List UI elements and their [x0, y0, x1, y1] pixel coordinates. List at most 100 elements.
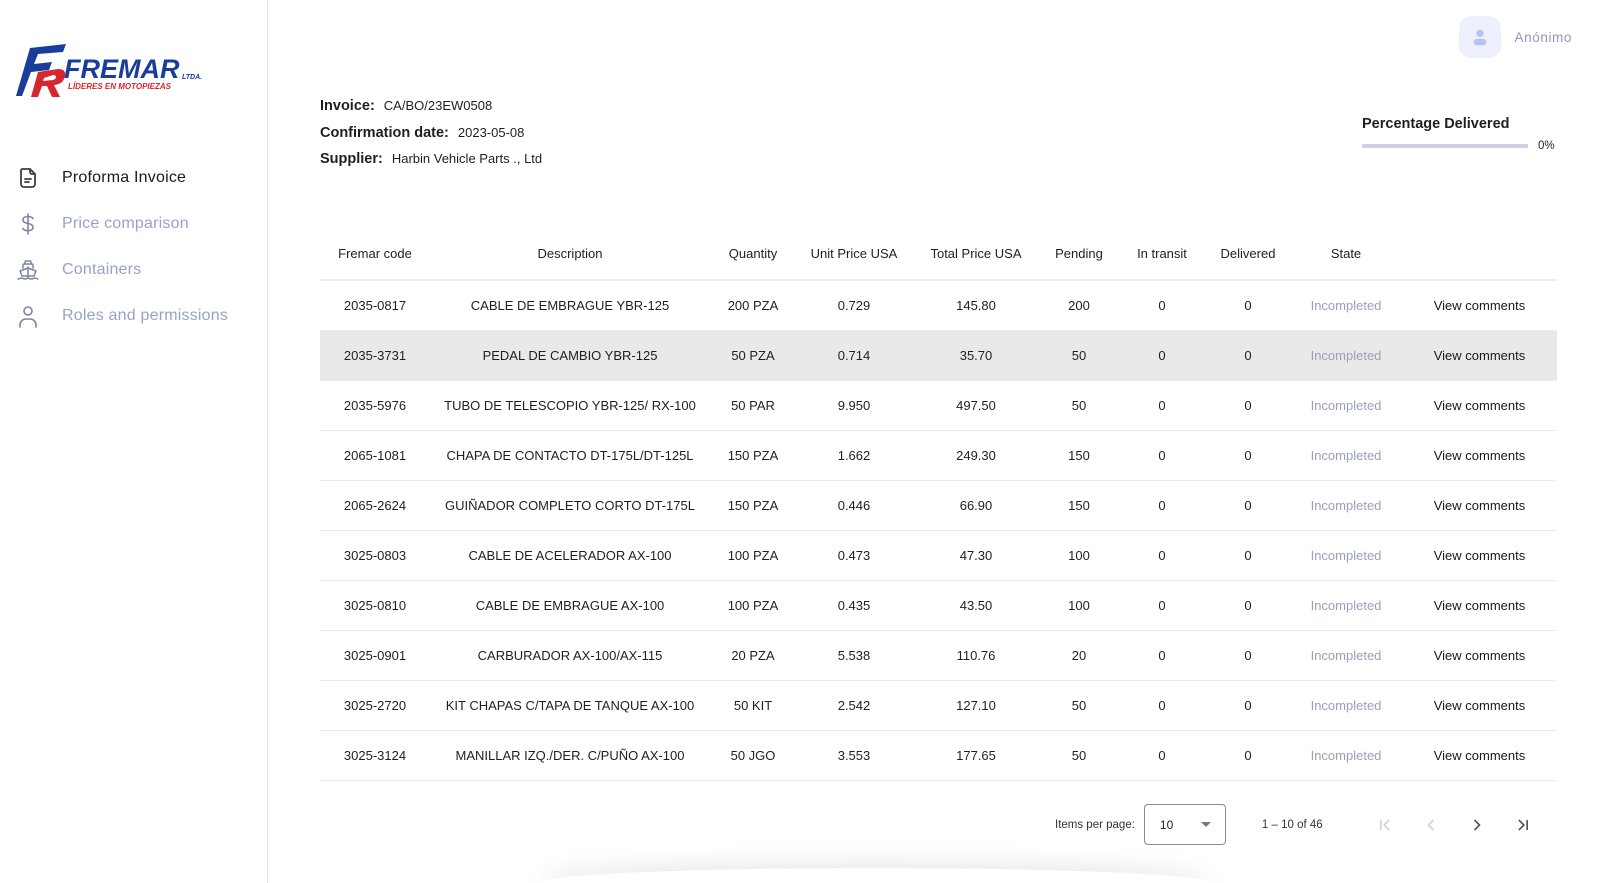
items-per-page-select[interactable]: 10: [1143, 804, 1226, 845]
cell-state: Incompleted: [1290, 630, 1402, 681]
sidebar-item-label: Roles and permissions: [62, 307, 229, 324]
table-row[interactable]: 3025-0803 CABLE DE ACELERADOR AX-100 100…: [320, 530, 1557, 581]
cell-state: Incompleted: [1290, 280, 1402, 331]
column-header-unit-price[interactable]: Unit Price USA: [796, 228, 912, 281]
cell-in-transit: 0: [1118, 580, 1206, 631]
sidebar-item-roles-and-permissions[interactable]: Roles and permissions: [0, 293, 268, 339]
cell-delivered: 0: [1206, 480, 1290, 531]
user-icon: [16, 304, 40, 328]
cell-description: CABLE DE ACELERADOR AX-100: [430, 530, 710, 581]
last-page-icon: [1518, 818, 1528, 831]
progress-title: Percentage Delivered: [1362, 116, 1510, 132]
next-page-button[interactable]: [1454, 805, 1500, 845]
fremar-logo-icon: FREMAR LTDA. LÍDERES EN MOTOPIEZAS: [16, 44, 202, 97]
supplier-value: Harbin Vehicle Parts ., Ltd: [391, 151, 543, 166]
cell-pending: 50: [1040, 330, 1118, 381]
cell-description: MANILLAR IZQ./DER. C/PUÑO AX-100: [430, 730, 710, 781]
table-row[interactable]: 3025-0901 CARBURADOR AX-100/AX-115 20 PZ…: [320, 630, 1557, 681]
cell-quantity: 50 KIT: [710, 680, 796, 731]
cell-in-transit: 0: [1118, 380, 1206, 431]
cell-in-transit: 0: [1118, 730, 1206, 781]
view-comments-link[interactable]: View comments: [1433, 297, 1526, 313]
cell-code: 3025-0901: [320, 630, 430, 681]
cell-code: 2035-5976: [320, 380, 430, 431]
column-header-delivered[interactable]: Delivered: [1206, 228, 1290, 281]
cell-delivered: 0: [1206, 680, 1290, 731]
column-header-description[interactable]: Description: [430, 228, 710, 281]
cell-unit-price: 5.538: [796, 630, 912, 681]
view-comments-link[interactable]: View comments: [1433, 547, 1526, 563]
cell-state: Incompleted: [1290, 330, 1402, 381]
chevron-left-icon: [1427, 818, 1434, 831]
column-header-state[interactable]: State: [1290, 228, 1402, 281]
view-comments-link[interactable]: View comments: [1433, 697, 1526, 713]
cell-quantity: 50 PZA: [710, 330, 796, 381]
sidebar-item-containers[interactable]: Containers: [0, 247, 268, 293]
cell-delivered: 0: [1206, 730, 1290, 781]
table-row[interactable]: 2065-1081 CHAPA DE CONTACTO DT-175L/DT-1…: [320, 430, 1557, 481]
cell-state: Incompleted: [1290, 530, 1402, 581]
sidebar-nav: Proforma Invoice Price comparison: [0, 155, 268, 339]
cell-unit-price: 0.729: [796, 280, 912, 331]
cell-state: Incompleted: [1290, 680, 1402, 731]
table-row[interactable]: 2065-2624 GUIÑADOR COMPLETO CORTO DT-175…: [320, 480, 1557, 531]
cell-quantity: 150 PZA: [710, 480, 796, 531]
cell-in-transit: 0: [1118, 630, 1206, 681]
view-comments-link[interactable]: View comments: [1433, 497, 1526, 513]
cell-action: View comments: [1402, 530, 1557, 581]
cell-description: KIT CHAPAS C/TAPA DE TANQUE AX-100: [430, 680, 710, 731]
cell-code: 3025-0810: [320, 580, 430, 631]
column-header-in-transit[interactable]: In transit: [1118, 228, 1206, 281]
confirmation-date-value: 2023-05-08: [457, 124, 525, 140]
cell-delivered: 0: [1206, 630, 1290, 681]
table-row[interactable]: 3025-3124 MANILLAR IZQ./DER. C/PUÑO AX-1…: [320, 730, 1557, 781]
column-header-total-price[interactable]: Total Price USA: [912, 228, 1040, 281]
cell-quantity: 20 PZA: [710, 630, 796, 681]
column-header-quantity[interactable]: Quantity: [710, 228, 796, 281]
cell-description: CARBURADOR AX-100/AX-115: [430, 630, 710, 681]
table-row[interactable]: 3025-2720 KIT CHAPAS C/TAPA DE TANQUE AX…: [320, 680, 1557, 731]
view-comments-link[interactable]: View comments: [1433, 447, 1526, 463]
avatar[interactable]: [1458, 16, 1501, 58]
view-comments-link[interactable]: View comments: [1433, 347, 1526, 363]
cell-code: 2065-1081: [320, 430, 430, 481]
table-row[interactable]: 2035-5976 TUBO DE TELESCOPIO YBR-125/ RX…: [320, 380, 1557, 431]
view-comments-link[interactable]: View comments: [1433, 397, 1526, 413]
first-page-icon: [1379, 818, 1390, 831]
cell-state: Incompleted: [1290, 730, 1402, 781]
table-row[interactable]: 2035-3731 PEDAL DE CAMBIO YBR-125 50 PZA…: [320, 330, 1557, 381]
user-menu[interactable]: Anónimo: [1458, 16, 1572, 58]
cell-action: View comments: [1402, 580, 1557, 631]
cell-delivered: 0: [1206, 330, 1290, 381]
fremar-logo[interactable]: FREMAR LTDA. LÍDERES EN MOTOPIEZAS: [16, 42, 216, 102]
table-row[interactable]: 2035-0817 CABLE DE EMBRAGUE YBR-125 200 …: [320, 280, 1557, 331]
last-page-button[interactable]: [1500, 805, 1546, 845]
column-header-fremar-code[interactable]: Fremar code: [320, 228, 430, 281]
cell-action: View comments: [1402, 280, 1557, 331]
sidebar-item-proforma-invoice[interactable]: Proforma Invoice: [0, 155, 268, 201]
view-comments-link[interactable]: View comments: [1433, 597, 1526, 613]
cell-description: CHAPA DE CONTACTO DT-175L/DT-125L: [430, 430, 710, 481]
sidebar: FREMAR LTDA. LÍDERES EN MOTOPIEZAS Profo…: [0, 0, 268, 883]
cell-code: 3025-2720: [320, 680, 430, 731]
column-header-pending[interactable]: Pending: [1040, 228, 1118, 281]
user-name: Anónimo: [1514, 29, 1572, 45]
svg-text:LÍDERES EN MOTOPIEZAS: LÍDERES EN MOTOPIEZAS: [68, 82, 172, 91]
cell-delivered: 0: [1206, 430, 1290, 481]
cell-state: Incompleted: [1290, 430, 1402, 481]
view-comments-link[interactable]: View comments: [1433, 747, 1526, 763]
cell-unit-price: 1.662: [796, 430, 912, 481]
cell-description: CABLE DE EMBRAGUE YBR-125: [430, 280, 710, 331]
cell-state: Incompleted: [1290, 580, 1402, 631]
first-page-button[interactable]: [1362, 805, 1408, 845]
supplier-row: Supplier: Harbin Vehicle Parts ., Ltd: [320, 151, 542, 178]
view-comments-link[interactable]: View comments: [1433, 647, 1526, 663]
cell-in-transit: 0: [1118, 530, 1206, 581]
confirmation-date-label: Confirmation date:: [320, 124, 449, 141]
previous-page-button[interactable]: [1408, 805, 1454, 845]
supplier-label: Supplier:: [320, 151, 383, 167]
cell-total-price: 497.50: [912, 380, 1040, 431]
cell-state: Incompleted: [1290, 380, 1402, 431]
sidebar-item-price-comparison[interactable]: Price comparison: [0, 201, 268, 247]
table-row[interactable]: 3025-0810 CABLE DE EMBRAGUE AX-100 100 P…: [320, 580, 1557, 631]
